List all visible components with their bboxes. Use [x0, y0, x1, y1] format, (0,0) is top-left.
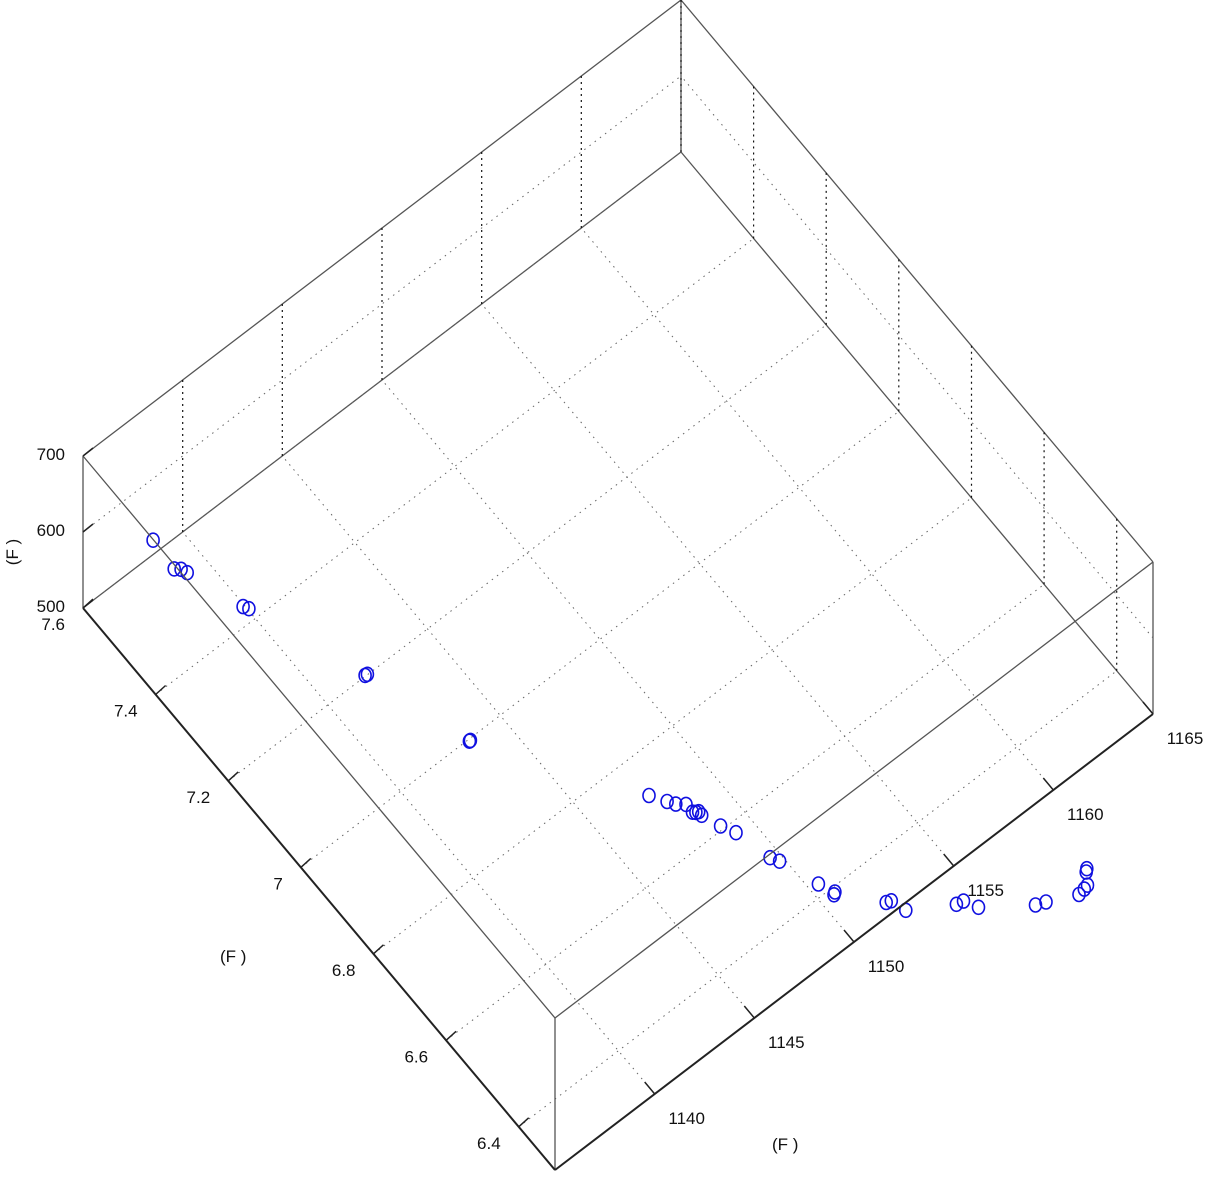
- z-tick-label: 700: [37, 445, 65, 464]
- y-tick-mark: [227, 771, 239, 782]
- data-point: [242, 600, 256, 617]
- axis-ticks: 11351140114511501155116011656.46.66.877.…: [37, 445, 1204, 1171]
- x-tick-mark: [544, 1157, 556, 1171]
- data-point: [811, 876, 826, 892]
- z-tick-mark: [82, 599, 94, 609]
- x-tick-label: 1165: [1167, 729, 1204, 748]
- data-point: [360, 666, 375, 683]
- data-point: [1080, 860, 1094, 877]
- y-tick-label: 6.6: [404, 1047, 428, 1066]
- y-tick-mark: [300, 857, 312, 868]
- floor-grid-y: [155, 238, 754, 695]
- data-point: [828, 884, 842, 900]
- floor-grid-x: [481, 303, 955, 867]
- data-point: [1080, 877, 1095, 894]
- top-edge-front-left: [82, 455, 556, 1019]
- y-tick-label: 6.8: [332, 961, 356, 980]
- x-tick-mark: [644, 1081, 656, 1095]
- data-point: [463, 732, 478, 749]
- data-point: [668, 796, 683, 812]
- data-point: [971, 899, 986, 916]
- data-point: [763, 849, 777, 866]
- x-tick-label: 1145: [768, 1033, 805, 1052]
- z-tick-label: 600: [37, 521, 65, 540]
- y-tick-mark: [445, 1030, 457, 1041]
- data-point: [236, 598, 250, 615]
- y-tick-label: 7.6: [41, 615, 65, 634]
- floor-grid-y: [300, 411, 900, 868]
- y-tick-label: 7: [273, 874, 282, 893]
- x-tick-mark: [743, 1005, 755, 1019]
- data-point: [729, 824, 743, 841]
- z-tick-mark: [82, 523, 94, 533]
- floor-grid-y: [373, 497, 972, 955]
- data-point: [713, 818, 728, 834]
- y-tick-label: 7.4: [114, 702, 138, 721]
- data-point: [146, 532, 160, 549]
- data-point: [772, 853, 787, 870]
- axes-box-front: [82, 455, 1154, 1171]
- top-edge-front-right: [554, 561, 1154, 1019]
- floor-edge-back-right: [680, 151, 1154, 715]
- data-point: [956, 893, 971, 909]
- z-tick-label: 500: [37, 597, 65, 616]
- floor-grid-x: [281, 455, 755, 1019]
- back-wall-grid-horizontal: [82, 75, 682, 533]
- y-tick-label: 6.4: [477, 1134, 501, 1153]
- data-point: [1028, 897, 1043, 913]
- data-point: [679, 796, 693, 813]
- y-tick-mark: [372, 944, 385, 955]
- data-point: [642, 787, 656, 804]
- data-point: [691, 803, 706, 820]
- x-tick-mark: [943, 853, 955, 867]
- x-tick-label: 1150: [868, 957, 905, 976]
- y-tick-mark: [155, 684, 167, 696]
- data-point: [174, 561, 188, 578]
- x-tick-label: 1155: [967, 881, 1004, 900]
- floor-grid-x: [580, 227, 1054, 791]
- floor-grid-x: [182, 531, 656, 1095]
- x-tick-label: 1140: [668, 1109, 705, 1128]
- data-markers: [146, 532, 1095, 919]
- z-axis-label: (F ): [3, 539, 22, 565]
- y-axis-label: (F ): [220, 947, 246, 966]
- z-tick-mark: [82, 447, 94, 457]
- data-point: [884, 892, 899, 909]
- data-point: [1039, 894, 1053, 910]
- x-tick-label: 1160: [1067, 805, 1104, 824]
- x-axis-label: (F ): [772, 1135, 798, 1154]
- floor-grid-y: [518, 670, 1118, 1128]
- data-point: [949, 896, 964, 913]
- x-tick-mark: [843, 929, 855, 943]
- top-edge-back-right: [680, 0, 1154, 563]
- data-point: [660, 793, 674, 810]
- gridlines: [82, 0, 1154, 1128]
- y-axis-line: [82, 607, 556, 1171]
- data-point: [167, 561, 181, 577]
- right-wall-grid-horizontal: [680, 75, 1154, 639]
- y-tick-label: 7.2: [187, 788, 211, 807]
- x-tick-mark: [1042, 777, 1054, 791]
- data-point: [694, 807, 709, 824]
- floor-grid-x: [381, 379, 855, 943]
- x-tick-mark: [1142, 701, 1154, 715]
- data-point: [879, 894, 894, 911]
- data-point: [1077, 881, 1092, 897]
- y-tick-mark: [518, 1117, 530, 1128]
